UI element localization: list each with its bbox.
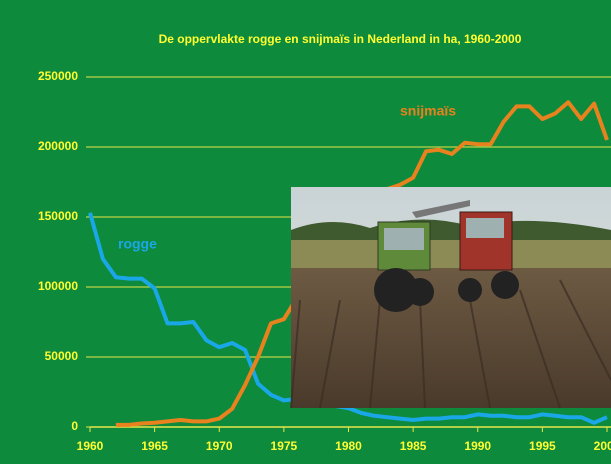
chart-title: De oppervlakte rogge en snijmaïs in Nede… xyxy=(159,32,522,46)
x-tick-label: 1975 xyxy=(271,439,298,453)
x-tick-label: 2000 xyxy=(594,439,611,453)
y-tick-label: 250000 xyxy=(38,69,78,83)
chart: De oppervlakte rogge en snijmaïs in Nede… xyxy=(0,0,611,464)
y-tick-label: 200000 xyxy=(38,139,78,153)
x-tick-label: 1995 xyxy=(529,439,556,453)
x-tick-label: 1960 xyxy=(77,439,104,453)
y-tick-label: 50000 xyxy=(45,349,79,363)
x-tick-label: 1965 xyxy=(141,439,168,453)
photo xyxy=(291,187,611,408)
series-label: rogge xyxy=(118,236,157,252)
x-tick-label: 1970 xyxy=(206,439,233,453)
series-label: snijmaïs xyxy=(400,103,456,119)
x-tick-label: 1990 xyxy=(464,439,491,453)
y-tick-label: 0 xyxy=(71,419,78,433)
x-tick-label: 1985 xyxy=(400,439,427,453)
y-tick-label: 100000 xyxy=(38,279,78,293)
y-tick-label: 150000 xyxy=(38,209,78,223)
x-tick-label: 1980 xyxy=(335,439,362,453)
